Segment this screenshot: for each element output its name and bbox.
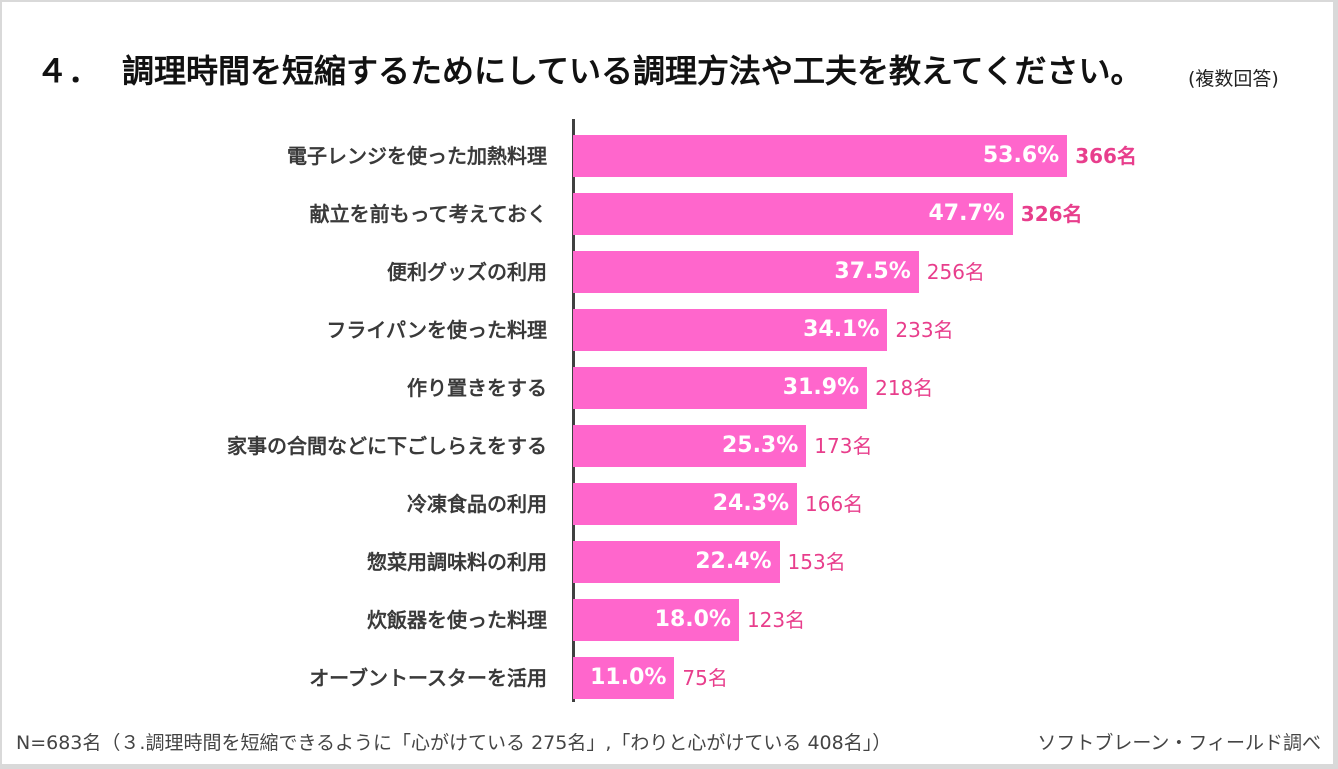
bar — [573, 483, 798, 525]
question-number: ４． — [36, 52, 101, 90]
question-text: 調理時間を短縮するためにしている調理方法や工夫を教えてください。 — [122, 52, 1143, 90]
category-label: オーブントースターを活用 — [309, 666, 547, 690]
percent-label: 25.3% — [721, 433, 799, 458]
percent-label: 34.1% — [803, 317, 880, 342]
sample-size-footnote: N=683名（３.調理時間を短縮できるように「心がけている 275名」,「わりと… — [16, 732, 892, 754]
bar — [573, 541, 780, 583]
bar — [573, 425, 807, 467]
count-label: 218名 — [875, 376, 934, 400]
count-label: 233名 — [895, 318, 954, 342]
category-label: フライパンを使った料理 — [326, 318, 547, 342]
percent-label: 18.0% — [654, 607, 731, 632]
percent-label: 24.3% — [712, 491, 790, 516]
category-label: 便利グッズの利用 — [387, 260, 547, 284]
percent-label: 47.7% — [928, 201, 1005, 226]
count-label: 326名 — [1020, 202, 1083, 226]
percent-label: 22.4% — [695, 549, 772, 574]
bar — [573, 135, 1068, 177]
count-label: 75名 — [682, 666, 728, 690]
count-label: 366名 — [1075, 144, 1137, 168]
bar — [573, 657, 675, 699]
category-axis-line — [572, 119, 575, 702]
category-label: 惣菜用調味料の利用 — [367, 550, 547, 574]
percent-label: 11.0% — [590, 665, 667, 690]
count-label: 123名 — [746, 608, 806, 632]
page-title: ４． 調理時間を短縮するためにしている調理方法や工夫を教えてください。 — [36, 46, 1143, 92]
bar — [573, 193, 1013, 235]
category-label: 冷凍食品の利用 — [407, 492, 547, 516]
category-label: 作り置きをする — [407, 376, 547, 400]
bar-chart: 電子レンジを使った加熱料理 53.6% 366名献立を前もって考えておく 47.7% 3… — [2, 2, 1333, 717]
bar — [573, 599, 739, 641]
source-credit: ソフトブレーン・フィールド調べ — [1037, 732, 1321, 754]
count-label: 256名 — [926, 260, 985, 284]
count-label: 166名 — [805, 492, 864, 516]
multiple-answer-note: (複数回答) — [1188, 68, 1279, 90]
percent-label: 31.9% — [782, 375, 860, 400]
category-label: 献立を前もって考えておく — [309, 202, 547, 226]
percent-label: 53.6% — [982, 143, 1060, 168]
bar — [573, 367, 868, 409]
count-label: 173名 — [814, 434, 873, 458]
bar — [573, 309, 888, 351]
category-label: 家事の合間などに下ごしらえをする — [227, 434, 547, 458]
count-label: 153名 — [787, 550, 846, 574]
category-label: 炊飯器を使った料理 — [367, 608, 547, 632]
category-label: 電子レンジを使った加熱料理 — [287, 144, 547, 168]
bar — [573, 251, 919, 293]
percent-label: 37.5% — [834, 259, 911, 284]
